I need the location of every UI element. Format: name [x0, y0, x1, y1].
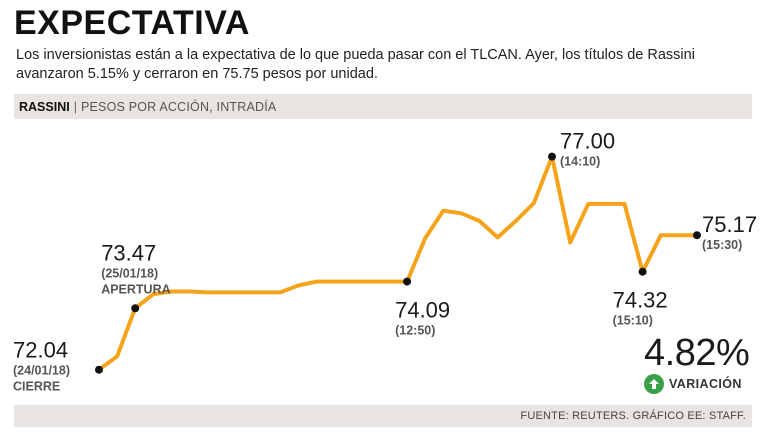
annotation-timestamp: (14:10): [560, 155, 600, 169]
unit-label: PESOS POR ACCIÓN, INTRADÍA: [80, 99, 277, 114]
footer-bar: FUENTE: REUTERS. GRÁFICO EE: STAFF.: [14, 405, 752, 427]
series-name-label: RASSINI: [19, 99, 70, 114]
data-point-marker: [693, 231, 701, 240]
variation-value: 4.82%: [644, 332, 750, 374]
annotation-value: 73.47: [101, 240, 156, 265]
data-point-marker: [403, 277, 412, 286]
variation-row: VARIACIÓN: [644, 374, 749, 394]
data-point-marker: [638, 267, 647, 276]
annotation-label: APERTURA: [101, 282, 170, 296]
series-header-bar: RASSINI | PESOS POR ACCIÓN, INTRADÍA: [14, 94, 752, 119]
annotation-value: 74.09: [395, 298, 450, 323]
annotation-value: 77.00: [560, 129, 615, 154]
variation-block: 4.82% VARIACIÓN: [644, 332, 750, 394]
data-point-marker: [95, 365, 103, 374]
annotation-value: 72.04: [13, 338, 68, 363]
price-series-line: [97, 154, 699, 372]
chart-subtitle: Los inversionistas están a la expectativ…: [16, 47, 695, 82]
annotation-timestamp: (15:10): [613, 314, 653, 328]
annotation-timestamp: (12:50): [395, 324, 435, 338]
annotation-label: CIERRE: [13, 380, 60, 394]
chart-title: EXPECTATIVA: [14, 4, 250, 42]
data-point-marker: [131, 304, 140, 313]
header-separator: |: [73, 99, 77, 114]
annotation-timestamp: (15:30): [702, 238, 742, 252]
annotation-value: 75.17: [702, 212, 757, 237]
source-note: FUENTE: REUTERS. GRÁFICO EE: STAFF.: [520, 410, 746, 422]
up-arrow-icon: [644, 374, 664, 394]
annotation-value: 74.32: [613, 288, 668, 313]
annotation-timestamp: (24/01/18): [13, 364, 70, 378]
annotation-timestamp: (25/01/18): [101, 266, 158, 280]
data-point-marker: [548, 152, 556, 161]
variation-label: VARIACIÓN: [669, 377, 742, 391]
